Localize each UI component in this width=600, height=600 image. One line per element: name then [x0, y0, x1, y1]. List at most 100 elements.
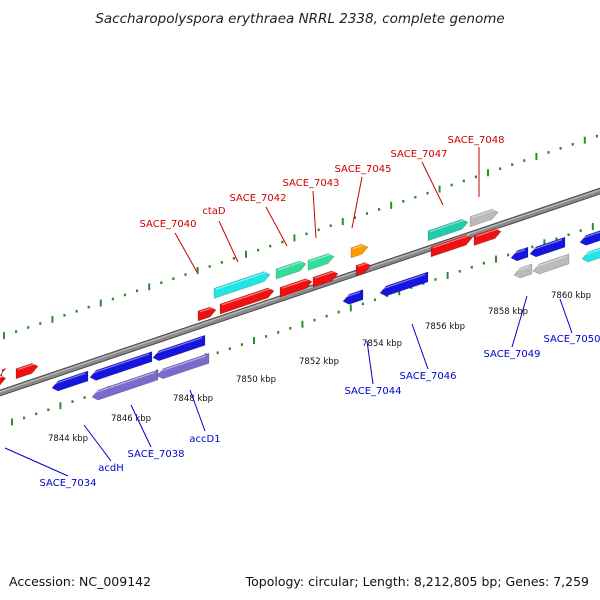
gene-box-gray-shine [534, 255, 567, 268]
gene-box-gray [513, 263, 533, 279]
gene-arrow-red-shine [432, 235, 470, 249]
gene-arrow-blue-body [152, 334, 206, 362]
gene-arrow-red-shine [357, 262, 369, 267]
gene-box-gray-shine [515, 265, 530, 272]
gene-arrow-red-shine [17, 363, 36, 371]
scale-label: 7850 kbp [236, 375, 276, 385]
gene-arrow-red [15, 362, 39, 380]
gene-arrow-red-shine [314, 270, 336, 279]
gene-arrow-red-body [219, 287, 275, 315]
gene-label-sace7043-leader [312, 190, 317, 239]
gene-label-sace7049-leader [511, 295, 528, 348]
gene-label-ctad: ctaD [202, 206, 226, 217]
track-group [0, 134, 600, 426]
gene-box-mint [275, 260, 307, 280]
gene-box-mint-body [307, 253, 335, 271]
gene-label-accd1: accD1 [189, 434, 220, 445]
gene-label-acdh: acdH [98, 463, 124, 474]
gene-arrow-blue-shine [91, 353, 150, 374]
gene-arrow-blue-shine [381, 273, 426, 290]
gene-arrow-red [355, 262, 372, 276]
gene-arrow-blue [379, 271, 429, 297]
gene-arrow-blue-body [510, 246, 529, 262]
gene-box-purple [156, 352, 210, 380]
gene-arrow-blue-body [342, 289, 364, 305]
gene-arrow-red [473, 228, 502, 246]
gene-arrow-blue-shine [344, 291, 361, 298]
gene-label-sace7044-leader [366, 340, 374, 385]
gene-label-sace7048: SACE_7048 [448, 135, 505, 146]
gene-arrow-red-body [15, 362, 39, 380]
topology-summary-text: Topology: circular; Length: 8,212,805 bp… [245, 574, 589, 589]
gene-box-purple-shine [158, 355, 207, 373]
backbone-highlight [0, 189, 600, 393]
gene-box-cyan-body [581, 247, 600, 263]
feature-group [0, 208, 600, 401]
gene-arrow-red-body [279, 278, 313, 298]
gene-box-cyan-shine [215, 271, 268, 290]
gene-label-sace7046-leader [411, 323, 429, 370]
gene-label-accd1-leader [189, 389, 206, 432]
gene-arrow-blue [342, 289, 364, 305]
gene-arrow-blue-body [579, 230, 600, 246]
gene-arrow-red-body [430, 234, 473, 258]
gene-box-gray-body [513, 263, 533, 279]
gene-arrow-red [312, 270, 339, 288]
gene-arrow-red-shine [281, 278, 310, 289]
gene-arrow-red-body [0, 367, 7, 381]
gene-arrow-blue-shine [53, 372, 86, 385]
scale-label: 7854 kbp [362, 339, 402, 349]
gene-label-sace7050: SACE_7050 [544, 334, 600, 345]
gene-label-sace7038-leader [130, 404, 152, 448]
scale-label: 7858 kbp [488, 307, 528, 317]
gene-label-sace7044: SACE_7044 [345, 386, 402, 397]
gene-arrow-red-body [312, 270, 339, 288]
gene-box-mint-shine [277, 260, 304, 271]
gene-arrow-blue [510, 246, 529, 262]
gene-label-sace7042: SACE_7042 [230, 193, 287, 204]
gene-box-orange [350, 243, 369, 259]
gene-arrow-red-shine [199, 306, 214, 313]
gene-label-ctad-leader [218, 220, 239, 263]
gene-arrow-blue [152, 334, 206, 362]
gene-label-sace7034: SACE_7034 [40, 478, 97, 489]
gene-label-sace7047: SACE_7047 [391, 149, 448, 160]
gene-label-sace7049: SACE_7049 [484, 349, 541, 360]
gene-arrow-red [279, 278, 313, 298]
gene-label-acdh-leader [83, 424, 112, 462]
gene-label-sace7042-leader [265, 206, 288, 247]
gene-label-sace7043: SACE_7043 [283, 178, 340, 189]
gene-arrow-blue-body [89, 351, 153, 381]
gene-box-mint [307, 253, 335, 271]
scale-label: 7856 kbp [425, 322, 465, 332]
gene-arrow-red [219, 287, 275, 315]
gene-label-sace7045: SACE_7045 [335, 164, 392, 175]
gene-arrow-red-shine [221, 287, 272, 306]
gene-arrow-red-body [473, 228, 502, 246]
gene-box-cyan [213, 271, 271, 299]
gene-box-purple-shine [93, 371, 156, 394]
gene-arrow-blue-shine [154, 337, 203, 355]
gene-box-purple-body [156, 352, 210, 380]
gene-label-sace7040-leader [174, 232, 198, 273]
gene-arrow-red-body [355, 262, 372, 276]
gene-label-sace7040: SACE_7040 [140, 219, 197, 230]
gene-box-gray [532, 253, 570, 275]
gene-box-cyan-body [213, 271, 271, 299]
gene-arrow-red-shine [0, 370, 3, 373]
gene-label-sace7038: SACE_7038 [128, 449, 185, 460]
gene-box-gray-shine [471, 209, 496, 219]
gene-box-mint-body [275, 260, 307, 280]
scale-label: 7846 kbp [111, 414, 151, 424]
map-title: Saccharopolyspora erythraea NRRL 2338, c… [95, 11, 504, 27]
gene-label-sace7034-leader [4, 447, 69, 477]
scale-label: 7860 kbp [551, 291, 591, 301]
gene-arrow-blue-body [379, 271, 429, 297]
gene-box-mint-shine [309, 253, 332, 262]
gene-box-gray-body [532, 253, 570, 275]
gene-arrow-blue-shine [512, 249, 526, 255]
scale-label: 7844 kbp [48, 434, 88, 444]
gene-arrow-red-shine [0, 376, 3, 378]
